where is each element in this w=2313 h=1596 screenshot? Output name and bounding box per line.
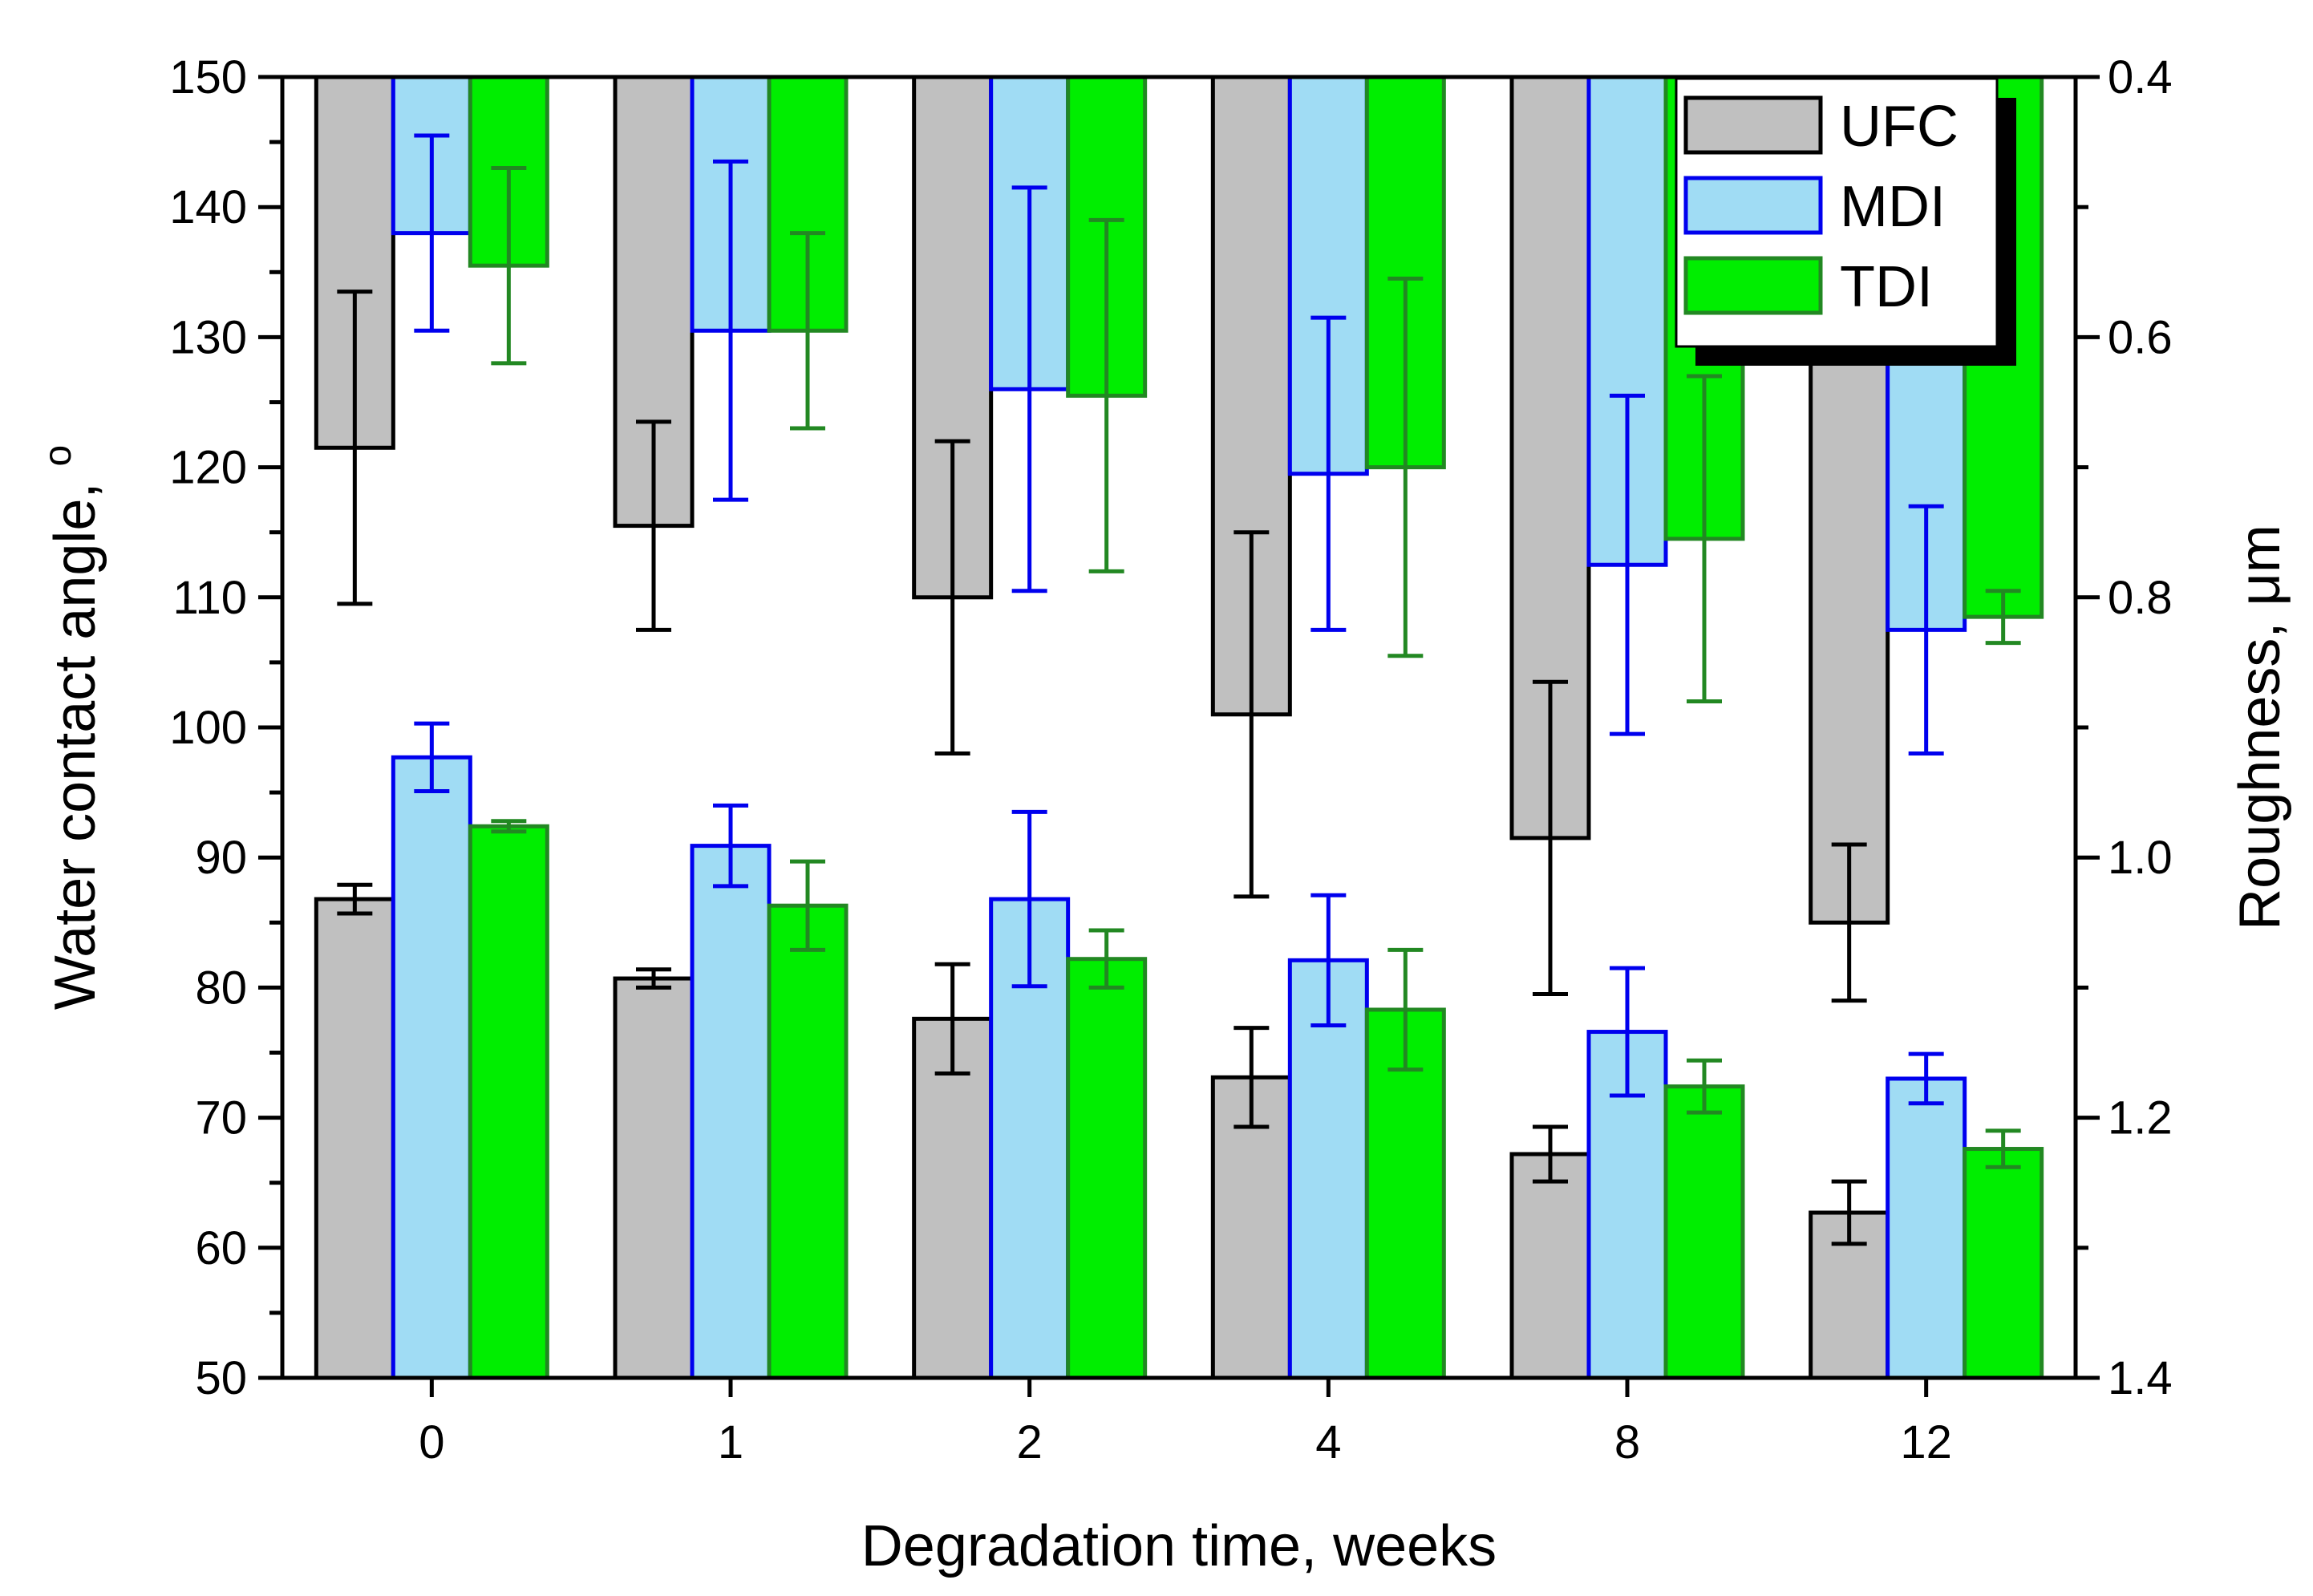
y-tick-label: 90	[195, 832, 247, 884]
contact-angle-bar	[1963, 1147, 2044, 1378]
roughness-error-bar	[1387, 276, 1424, 658]
contact-angle-bar	[613, 976, 695, 1378]
roughness-error-bar	[1610, 393, 1645, 736]
contact-angle-bar	[391, 755, 472, 1378]
y-tick-label: 110	[173, 572, 247, 624]
roughness-error-bar	[934, 439, 970, 755]
contact-angle-error-bar	[1387, 947, 1424, 1072]
x-tick-label: 2	[1017, 1416, 1043, 1468]
y2-tick-label: 1.0	[2108, 832, 2173, 884]
contact-angle-error-bar	[1088, 928, 1124, 990]
contact-angle-bar	[314, 897, 395, 1378]
contact-angle-bar	[1066, 957, 1148, 1378]
y-tick-label: 140	[169, 181, 247, 233]
roughness-error-bar	[1310, 315, 1347, 632]
contact-angle-bar	[1364, 1007, 1446, 1378]
roughness-error-bar	[1687, 374, 1722, 704]
roughness-error-bar	[1985, 589, 2021, 646]
roughness-error-bar	[491, 166, 527, 366]
plot-area	[314, 77, 2044, 1378]
contact-angle-bar	[1287, 958, 1369, 1378]
contact-angle-error-bar	[636, 967, 671, 990]
y-axis-title-superscript: o	[37, 445, 79, 467]
y2-tick-label: 1.4	[2108, 1352, 2173, 1404]
y-tick-label: 80	[195, 962, 247, 1014]
roughness-error-bar	[636, 419, 671, 632]
contact-angle-bar	[1663, 1084, 1745, 1378]
contact-angle-error-bar	[1011, 809, 1047, 989]
y2-tick-label: 1.2	[2108, 1092, 2173, 1144]
contact-angle-error-bar	[1533, 1124, 1568, 1184]
roughness-error-bar	[414, 133, 450, 333]
legend-label: TDI	[1840, 255, 1933, 319]
contact-angle-error-bar	[1908, 1051, 1944, 1106]
x-tick-label: 12	[1900, 1416, 1952, 1468]
contact-angle-bar	[1509, 1152, 1591, 1378]
roughness-error-bar	[337, 290, 373, 606]
y2-axis-title: Roughness, μm	[2228, 525, 2292, 930]
roughness-error-bar	[1233, 530, 1270, 899]
y2-tick-label: 0.8	[2108, 572, 2173, 624]
contact-angle-error-bar	[1831, 1179, 1867, 1246]
legend-swatch	[1683, 256, 1823, 315]
contact-angle-error-bar	[934, 962, 970, 1075]
x-tick-label: 1	[718, 1416, 743, 1468]
x-tick-label: 0	[419, 1416, 444, 1468]
contact-angle-error-bar	[713, 803, 748, 889]
y-tick-label: 120	[169, 442, 247, 494]
contact-angle-bar	[767, 903, 849, 1378]
roughness-error-bar	[1011, 185, 1047, 593]
contact-angle-error-bar	[1610, 966, 1645, 1098]
contact-angle-error-bar	[1985, 1128, 2021, 1169]
y-tick-label: 50	[195, 1352, 247, 1404]
y2-tick-label: 0.4	[2108, 51, 2173, 103]
y-tick-label: 100	[169, 702, 247, 754]
contact-angle-error-bar	[790, 859, 825, 952]
roughness-error-bar	[1088, 217, 1124, 573]
contact-angle-bar	[468, 824, 549, 1378]
legend-swatch	[1683, 176, 1823, 235]
y-axis-title: Water contact angle, o	[37, 445, 107, 1010]
legend-label: MDI	[1840, 175, 1946, 239]
x-tick-label: 8	[1614, 1416, 1640, 1468]
contact-angle-error-bar	[337, 882, 373, 916]
roughness-error-bar	[1908, 504, 1944, 755]
contact-angle-bar	[690, 844, 772, 1378]
legend: UFC MDI TDI	[1675, 77, 2016, 366]
y-axis-title-text: Water contact angle,	[43, 467, 107, 1011]
contact-angle-error-bar	[491, 819, 527, 834]
x-tick-label: 4	[1315, 1416, 1341, 1468]
contact-angle-error-bar	[1310, 893, 1347, 1027]
y-tick-label: 150	[169, 51, 247, 103]
y-tick-label: 60	[195, 1222, 247, 1274]
y-tick-label: 70	[195, 1092, 247, 1144]
contact-angle-error-bar	[414, 721, 450, 793]
roughness-error-bar	[713, 159, 748, 502]
roughness-error-bar	[1533, 679, 1568, 997]
legend-swatch	[1683, 95, 1823, 155]
legend-label: UFC	[1840, 95, 1959, 159]
contact-angle-bar	[1886, 1076, 1967, 1378]
contact-angle-error-bar	[1233, 1026, 1270, 1129]
roughness-error-bar	[1831, 842, 1867, 1003]
y-tick-label: 130	[169, 311, 247, 363]
x-axis-title: Degradation time, weeks	[861, 1514, 1497, 1578]
y2-tick-label: 0.6	[2108, 311, 2173, 363]
contact-angle-error-bar	[1687, 1058, 1722, 1115]
roughness-error-bar	[790, 231, 825, 431]
